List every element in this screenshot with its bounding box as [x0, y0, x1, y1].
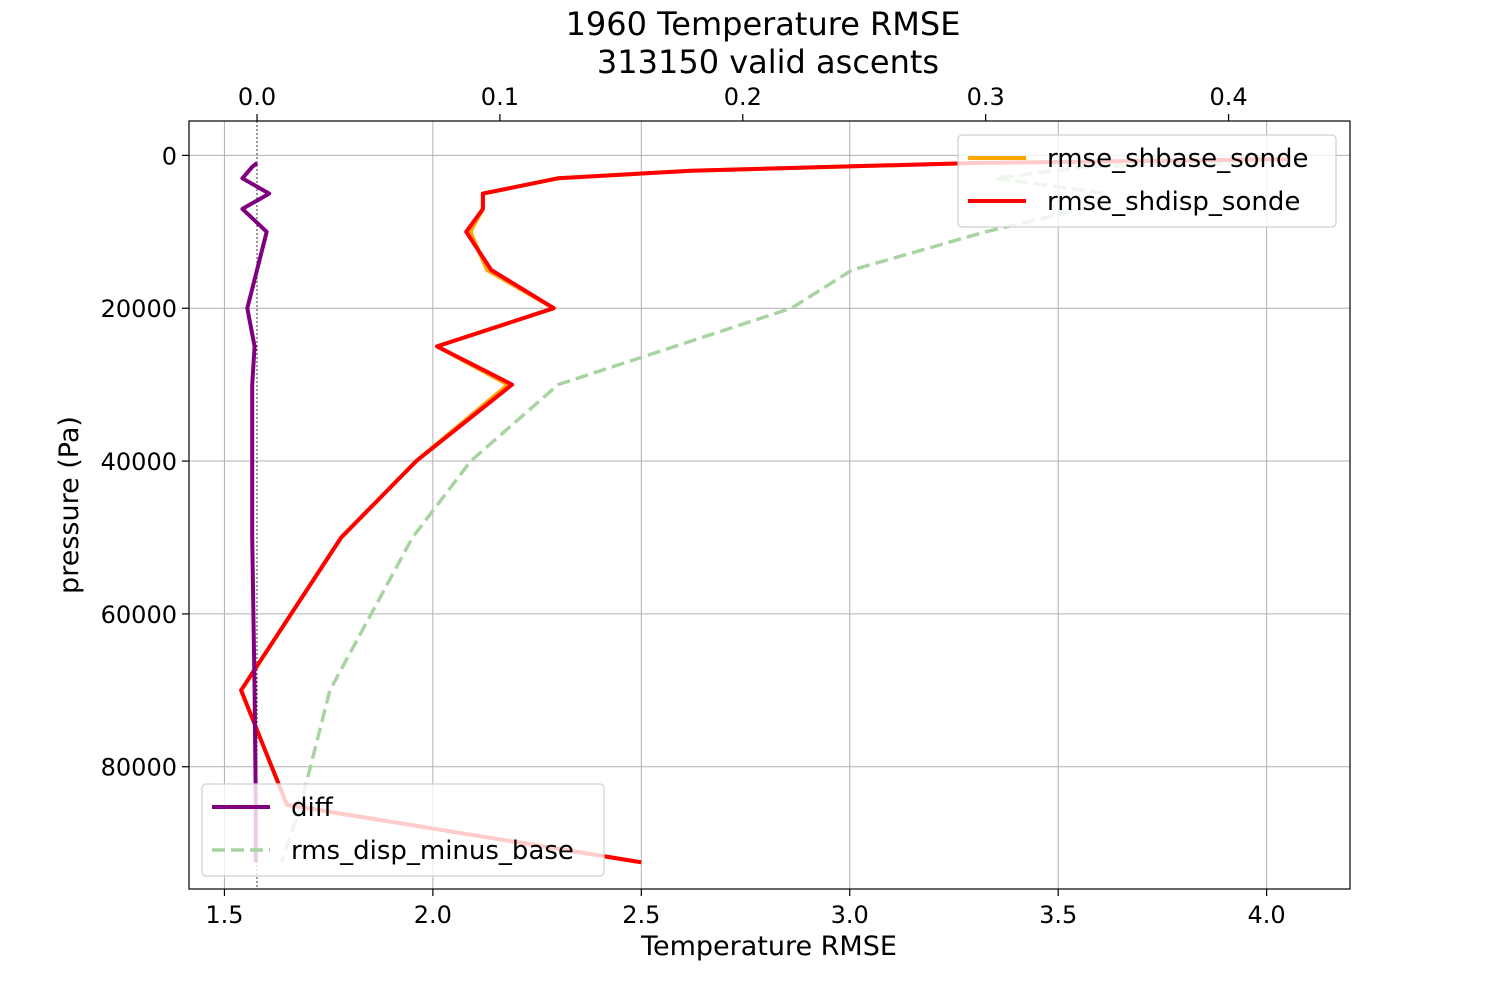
chart-title: 1960 Temperature RMSE	[566, 5, 961, 43]
y-tick-label: 0	[162, 142, 177, 170]
bottom-tick-label: 4.0	[1248, 901, 1286, 929]
bottom-x-axis: 1.5 2.0 2.5 3.0 3.5 4.0	[205, 889, 1286, 929]
legend-label: rms_disp_minus_base	[291, 836, 574, 866]
legend-label: diff	[291, 793, 334, 823]
y-axis-label: pressure (Pa)	[54, 416, 85, 594]
y-tick-label: 60000	[101, 601, 177, 629]
series-line-rmse-shdisp-sonde	[239, 157, 1288, 865]
legend-label: rmse_shbase_sonde	[1047, 144, 1309, 174]
top-tick-label: 0.2	[724, 83, 762, 111]
series-layer	[239, 157, 1288, 865]
x-axis-label: Temperature RMSE	[640, 931, 897, 962]
legend-box	[957, 134, 1337, 228]
top-tick-label: 0.3	[967, 83, 1005, 111]
legend-upper-right: rmse_shbase_sonde rmse_shdisp_sonde	[957, 134, 1337, 228]
series-line-rms-disp-minus-base	[279, 161, 1241, 863]
y-axis: 0 20000 40000 60000 80000	[101, 142, 189, 782]
legend-box	[201, 783, 605, 877]
y-tick-label: 40000	[101, 448, 177, 476]
bottom-tick-label: 2.5	[622, 901, 660, 929]
top-tick-label: 0.4	[1209, 83, 1247, 111]
bottom-tick-label: 2.0	[414, 901, 452, 929]
bottom-tick-label: 3.5	[1039, 901, 1077, 929]
series-line-diff	[240, 161, 272, 863]
bottom-tick-label: 1.5	[205, 901, 243, 929]
series-line-rmse-shbase-sonde	[239, 157, 1267, 865]
top-tick-label: 0.1	[481, 83, 519, 111]
bottom-tick-label: 3.0	[831, 901, 869, 929]
plot-frame	[188, 120, 1351, 890]
legend-lower-left: diff rms_disp_minus_base	[201, 783, 605, 877]
legend-label: rmse_shdisp_sonde	[1047, 187, 1300, 217]
top-tick-label: 0.0	[238, 83, 276, 111]
top-x-axis: 0.0 0.1 0.2 0.3 0.4	[238, 83, 1248, 121]
y-tick-label: 80000	[101, 754, 177, 782]
grid-layer	[189, 121, 1350, 889]
chart-subtitle: 313150 valid ascents	[597, 43, 939, 81]
y-tick-label: 20000	[101, 295, 177, 323]
